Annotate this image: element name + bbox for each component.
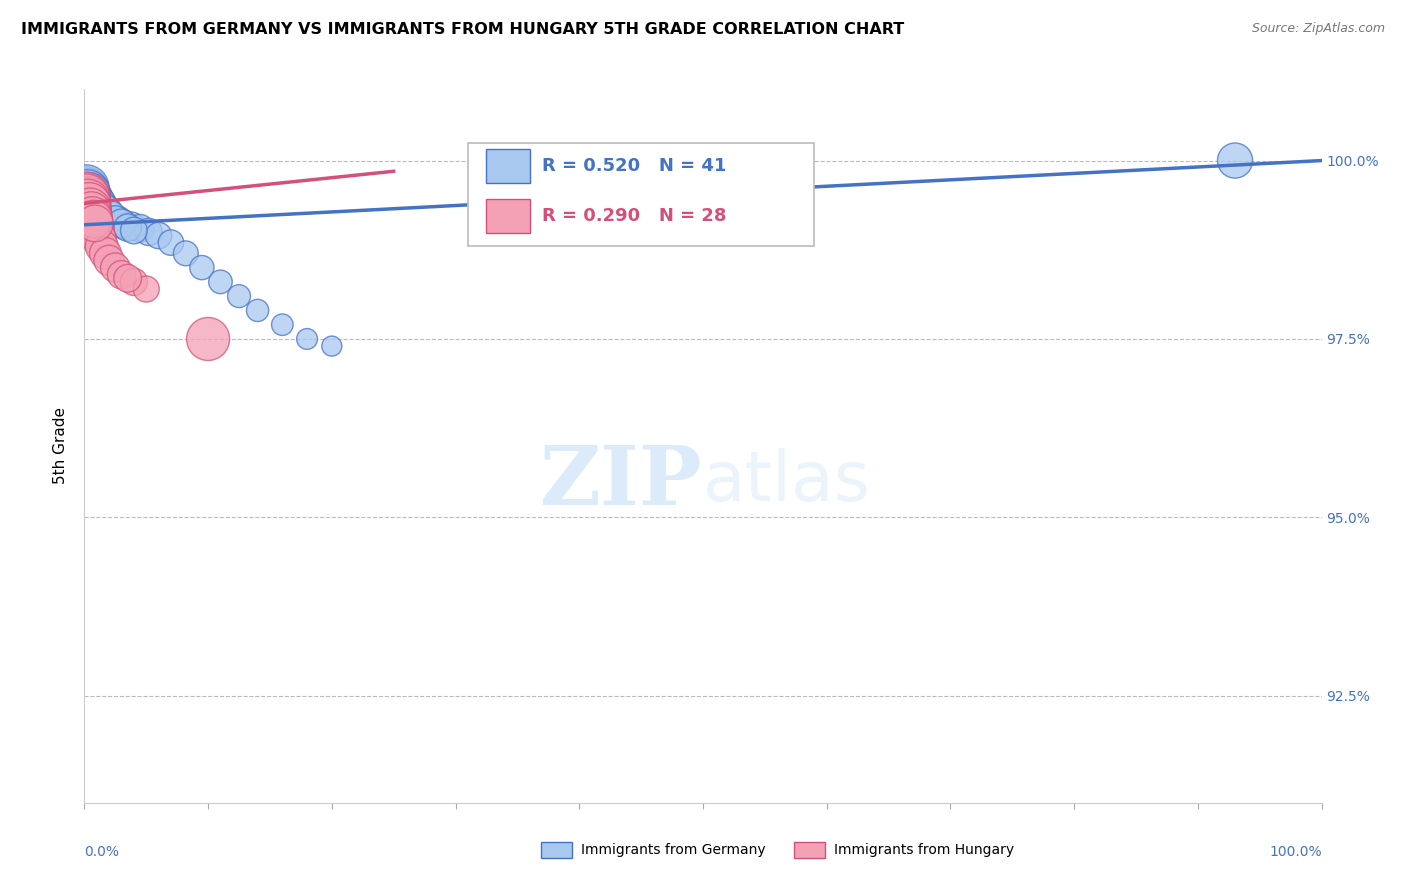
Point: [246, 303, 269, 318]
Point: [135, 282, 157, 296]
Point: [138, 225, 160, 239]
Point: [76, 193, 98, 207]
Point: [104, 260, 127, 275]
Point: [77, 198, 100, 212]
Point: [197, 332, 219, 346]
FancyBboxPatch shape: [486, 149, 530, 184]
Point: [94, 246, 117, 260]
Point: [75, 182, 97, 196]
Text: atlas: atlas: [703, 448, 870, 516]
Point: [76, 185, 98, 199]
Point: [86, 225, 108, 239]
Point: [321, 339, 343, 353]
Point: [228, 289, 250, 303]
Point: [76, 194, 98, 209]
Point: [79, 189, 101, 203]
Point: [117, 271, 139, 285]
Point: [89, 200, 111, 214]
Text: R = 0.520   N = 41: R = 0.520 N = 41: [543, 157, 727, 175]
Point: [148, 228, 170, 243]
Point: [79, 207, 101, 221]
Point: [96, 207, 118, 221]
Point: [122, 275, 145, 289]
Point: [1223, 153, 1246, 168]
Point: [112, 218, 135, 232]
Text: 100.0%: 100.0%: [1270, 845, 1322, 859]
Text: Source: ZipAtlas.com: Source: ZipAtlas.com: [1251, 22, 1385, 36]
Point: [90, 239, 112, 253]
FancyBboxPatch shape: [468, 143, 814, 246]
Point: [174, 246, 197, 260]
Point: [101, 212, 124, 227]
Point: [80, 205, 103, 219]
Text: IMMIGRANTS FROM GERMANY VS IMMIGRANTS FROM HUNGARY 5TH GRADE CORRELATION CHART: IMMIGRANTS FROM GERMANY VS IMMIGRANTS FR…: [21, 22, 904, 37]
Point: [104, 213, 127, 227]
Point: [98, 211, 121, 225]
Point: [129, 221, 152, 235]
Point: [79, 203, 101, 218]
Point: [107, 214, 129, 228]
Point: [83, 212, 105, 227]
Text: R = 0.290   N = 28: R = 0.290 N = 28: [543, 207, 727, 225]
Point: [89, 232, 111, 246]
Point: [77, 186, 100, 200]
Text: 0.0%: 0.0%: [84, 845, 120, 859]
Point: [122, 223, 145, 237]
Point: [84, 221, 107, 235]
Point: [76, 184, 98, 198]
Point: [75, 189, 97, 203]
Point: [295, 332, 318, 346]
Point: [82, 209, 104, 223]
Point: [83, 216, 105, 230]
Point: [77, 200, 100, 214]
Point: [110, 216, 132, 230]
Point: [75, 191, 97, 205]
Point: [79, 187, 101, 202]
Point: [117, 220, 139, 235]
Y-axis label: 5th Grade: 5th Grade: [53, 408, 69, 484]
Point: [209, 275, 232, 289]
Point: [80, 211, 103, 225]
Point: [84, 194, 107, 209]
Text: Immigrants from Hungary: Immigrants from Hungary: [834, 843, 1014, 857]
Point: [79, 202, 101, 216]
Point: [110, 268, 132, 282]
Point: [271, 318, 294, 332]
Point: [77, 187, 100, 202]
Point: [82, 214, 104, 228]
FancyBboxPatch shape: [486, 199, 530, 234]
Point: [98, 209, 121, 223]
Point: [120, 219, 142, 234]
Text: ZIP: ZIP: [540, 442, 703, 522]
Point: [83, 218, 105, 232]
Point: [191, 260, 214, 275]
Point: [75, 180, 97, 194]
Point: [86, 196, 108, 211]
Point: [91, 203, 114, 218]
Point: [160, 235, 183, 250]
Point: [87, 198, 110, 212]
Point: [90, 202, 112, 216]
Point: [80, 191, 103, 205]
Point: [94, 205, 117, 219]
Text: Immigrants from Germany: Immigrants from Germany: [581, 843, 765, 857]
Point: [98, 253, 121, 268]
Point: [83, 193, 105, 207]
